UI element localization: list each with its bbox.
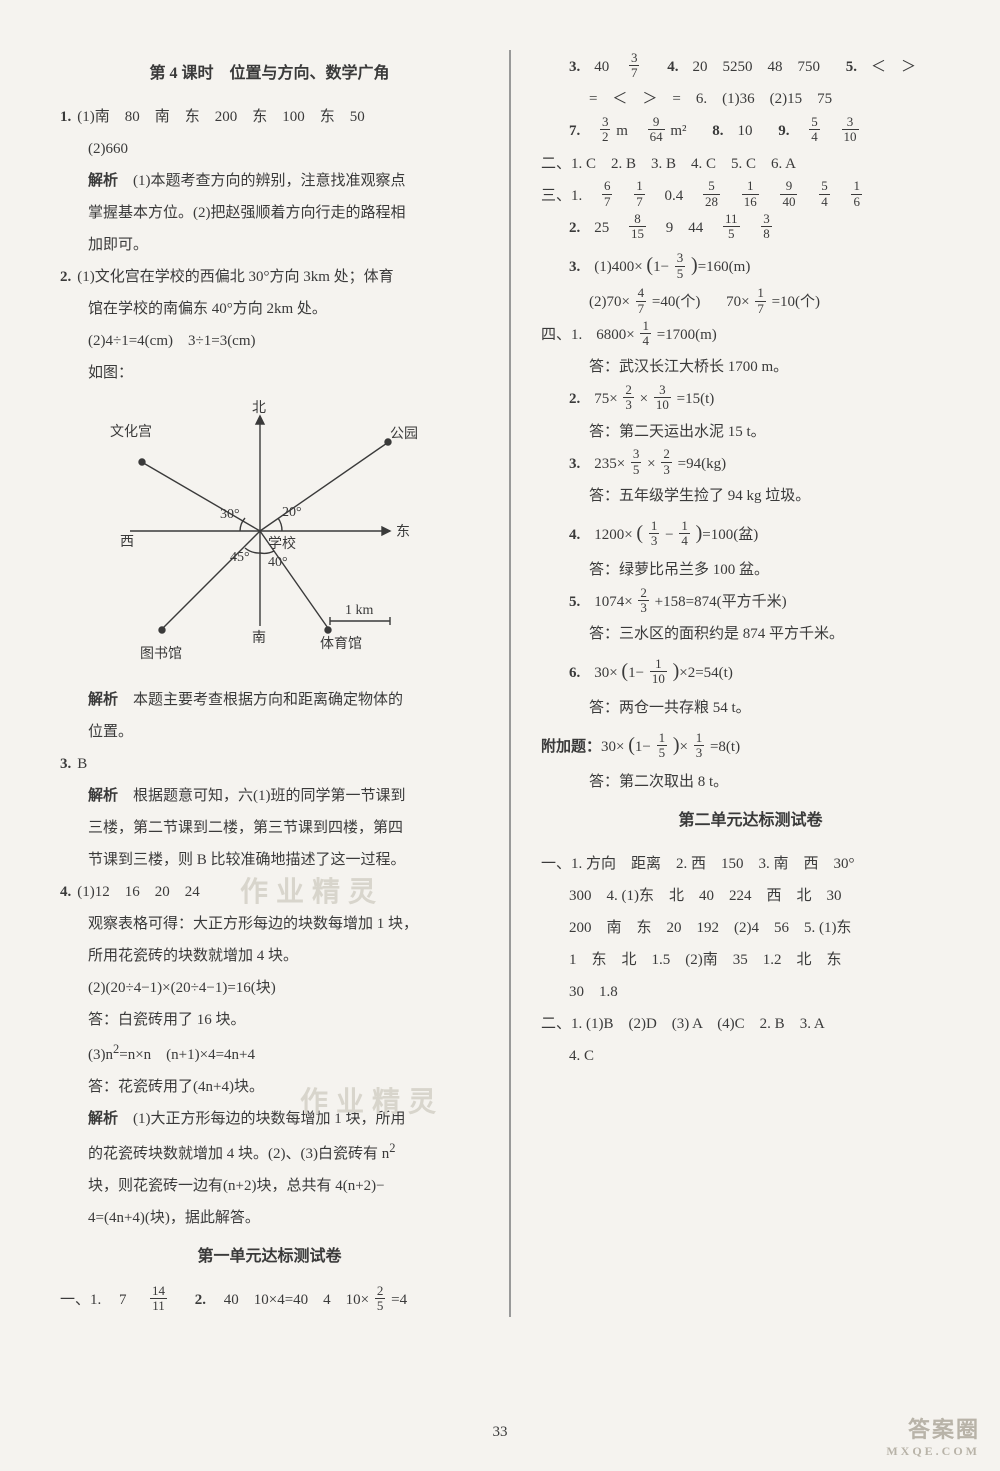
watermark-corner: 答案圈 MXQE.COM xyxy=(886,1412,980,1459)
q4: 4.(1)12 16 20 24 xyxy=(60,877,479,907)
q3: 3.B xyxy=(60,749,479,779)
page-number: 33 xyxy=(0,1424,1000,1441)
right-column: 3.40 37 4.20 5250 48 750 5.＜ ＞ = ＜ ＞ = 6… xyxy=(541,50,960,1317)
svg-text:文化宫: 文化宫 xyxy=(110,424,152,440)
svg-text:30°: 30° xyxy=(220,507,240,522)
column-divider xyxy=(509,50,511,1317)
svg-text:40°: 40° xyxy=(268,555,288,570)
svg-text:东: 东 xyxy=(396,524,410,540)
svg-text:1 km: 1 km xyxy=(345,603,374,618)
q1: 1.(1)南 80 南 东 200 东 100 东 50 xyxy=(60,102,479,132)
unit1-title: 第一单元达标测试卷 xyxy=(60,1241,479,1273)
svg-text:体育馆: 体育馆 xyxy=(320,636,362,652)
unit2-title: 第二单元达标测试卷 xyxy=(541,805,960,837)
q2: 2.(1)文化宫在学校的西偏北 30°方向 3km 处；体育 xyxy=(60,262,479,292)
left-column: 第 4 课时 位置与方向、数学广角 1.(1)南 80 南 东 200 东 10… xyxy=(60,50,479,1317)
svg-text:45°: 45° xyxy=(230,550,250,565)
svg-text:20°: 20° xyxy=(282,505,302,520)
svg-text:图书馆: 图书馆 xyxy=(140,646,182,662)
lesson-title: 第 4 课时 位置与方向、数学广角 xyxy=(60,58,479,90)
direction-diagram: 文化宫 北 公园 西 东 学校 南 体育馆 图书馆 30° 20° 45° 40… xyxy=(90,396,479,677)
svg-text:学校: 学校 xyxy=(268,535,296,552)
svg-text:公园: 公园 xyxy=(390,427,418,442)
svg-text:南: 南 xyxy=(252,630,266,646)
svg-text:西: 西 xyxy=(120,535,134,550)
unit1-line1: 一、1. 7 1411 2. 40 10×4=40 4 10× 25 =4 xyxy=(60,1285,479,1315)
svg-text:北: 北 xyxy=(252,400,266,416)
